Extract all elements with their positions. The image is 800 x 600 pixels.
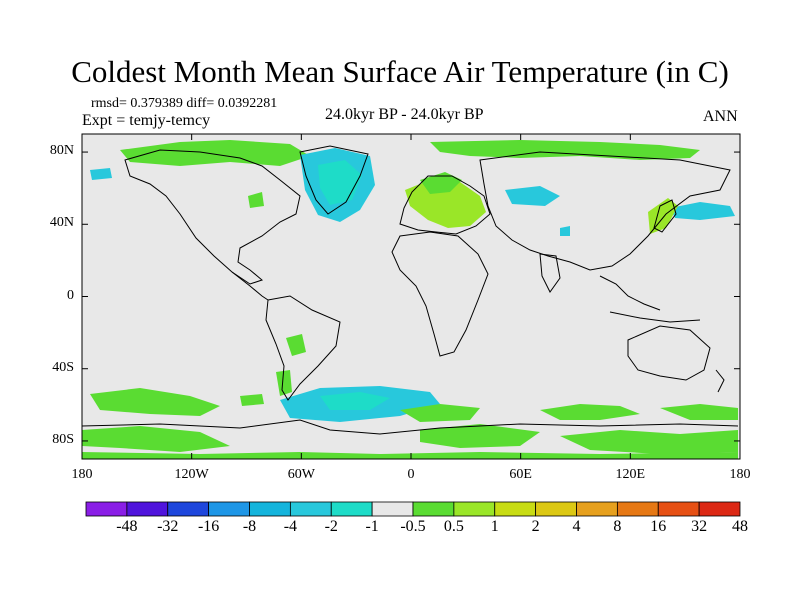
colorbar-swatch [371, 501, 414, 517]
lat-tick-label: 80N [49, 143, 74, 159]
colorbar-swatch [330, 501, 373, 517]
colorbar-swatch [453, 501, 496, 517]
colorbar-swatch [249, 501, 291, 517]
lon-tick-label: 120E [615, 467, 646, 482]
colorbar-label: -16 [197, 518, 220, 535]
colorbar-swatch [698, 501, 741, 517]
colorbar-label: -4 [283, 518, 298, 535]
colorbar-label: -1 [365, 518, 379, 535]
page-title: Coldest Month Mean Surface Air Temperatu… [71, 54, 729, 89]
season-label: ANN [703, 108, 738, 125]
colorbar-label: -8 [242, 518, 257, 535]
colorbar-label: 2 [531, 518, 540, 535]
colorbar-label: 48 [732, 518, 748, 535]
colorbar-swatch [289, 501, 332, 517]
colorbar-label: 4 [572, 518, 581, 535]
colorbar-swatch [167, 501, 210, 517]
colorbar-label: 0.5 [443, 518, 464, 535]
colorbar-swatch [535, 501, 577, 517]
colorbar [85, 501, 741, 517]
colorbar-label: -32 [157, 518, 179, 535]
lat-tick-label: 0 [67, 287, 74, 303]
period-label: 24.0kyr BP - 24.0kyr BP [325, 106, 484, 123]
colorbar-label: -0.5 [400, 518, 426, 535]
lon-tick-label: 60E [509, 467, 532, 482]
anomaly-patches [82, 140, 738, 459]
tick-marks [81, 134, 741, 459]
colorbar-swatch [85, 501, 128, 517]
lon-tick-label: 120W [174, 467, 209, 482]
lon-tick-label: 180 [729, 467, 751, 482]
lat-tick-label: 80S [52, 431, 74, 447]
colorbar-swatch [126, 501, 169, 517]
colorbar-label: 8 [613, 518, 622, 535]
colorbar-swatch [576, 501, 618, 517]
stats-text: rmsd= 0.379389 diff= 0.0392281 [91, 96, 278, 111]
colorbar-swatch [208, 501, 250, 517]
lat-tick-label: 40N [49, 215, 74, 231]
experiment-label: Expt = temjy-temcy [82, 112, 211, 129]
colorbar-label: -2 [324, 518, 338, 535]
colorbar-label: -48 [116, 518, 138, 535]
colorbar-label: 1 [490, 518, 499, 535]
coastlines [81, 145, 739, 435]
colorbar-swatch [657, 501, 700, 517]
colorbar-label: 16 [650, 518, 667, 535]
lon-tick-label: 180 [71, 467, 93, 482]
colorbar-label: 32 [691, 518, 708, 535]
colorbar-swatch [494, 501, 537, 517]
colorbar-swatch [616, 501, 659, 517]
lon-tick-label: 60W [287, 467, 315, 482]
lon-tick-label: 0 [407, 467, 415, 482]
lat-tick-label: 40S [52, 359, 74, 375]
colorbar-swatch [412, 501, 455, 517]
